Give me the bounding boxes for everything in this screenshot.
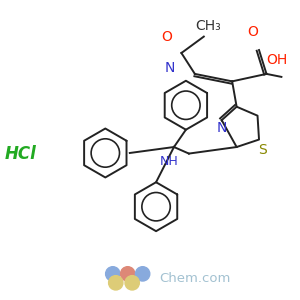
Text: NH: NH <box>160 155 179 168</box>
Circle shape <box>106 267 120 281</box>
Text: HCl: HCl <box>4 146 36 164</box>
Text: OH: OH <box>266 53 287 68</box>
Text: O: O <box>161 31 172 44</box>
Circle shape <box>121 267 135 281</box>
Circle shape <box>109 276 123 290</box>
Circle shape <box>136 267 150 281</box>
Text: Chem.com: Chem.com <box>159 272 230 285</box>
Text: CH₃: CH₃ <box>195 19 221 33</box>
Text: O: O <box>248 25 259 39</box>
Text: S: S <box>258 143 266 157</box>
Circle shape <box>125 276 139 290</box>
Text: N: N <box>164 61 175 75</box>
Text: N: N <box>217 121 227 135</box>
